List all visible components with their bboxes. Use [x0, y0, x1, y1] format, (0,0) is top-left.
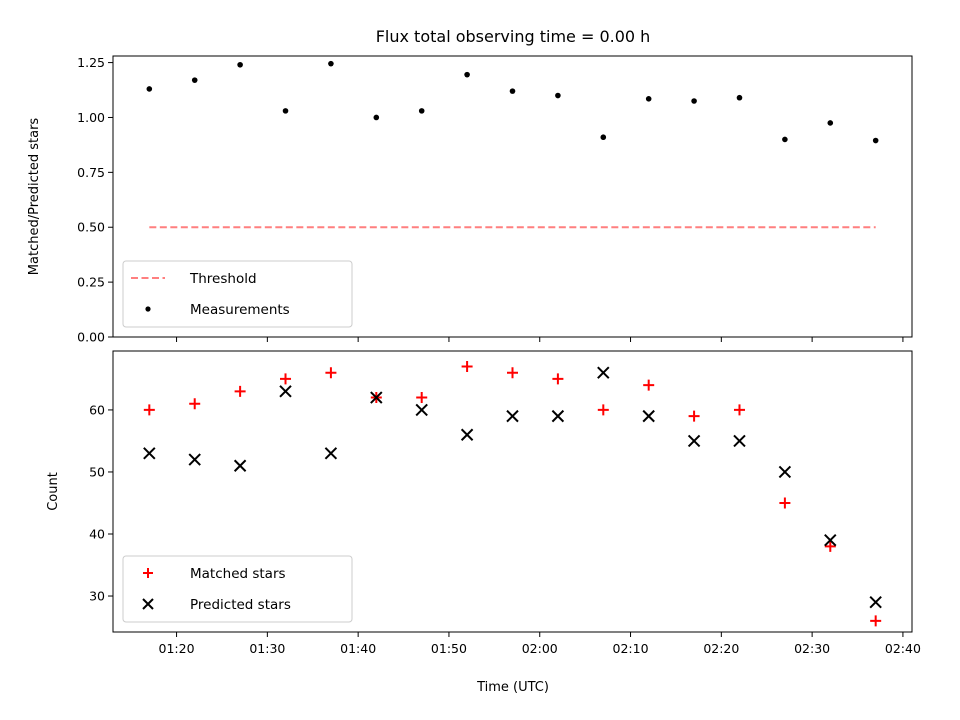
y-tick-label: 1.00 — [77, 110, 105, 125]
chart-title: Flux total observing time = 0.00 h — [376, 27, 651, 46]
measurement-point — [509, 88, 516, 94]
matched-star-point — [824, 540, 836, 552]
predicted-star-point — [778, 465, 792, 479]
matched-star-point — [688, 410, 700, 422]
legend-box — [122, 260, 353, 328]
series-matched-stars — [143, 361, 882, 627]
predicted-star-point — [460, 428, 474, 441]
y-tick-label: 50 — [89, 464, 105, 479]
legend-label: Measurements — [190, 302, 290, 318]
legend-label: Threshold — [189, 271, 257, 287]
x-tick-label: 01:20 — [159, 641, 195, 656]
y-tick-label: 40 — [89, 526, 105, 541]
y-tick-label: 30 — [89, 589, 105, 604]
measurement-point — [146, 86, 153, 92]
top-ratio-panel: 0.00 0.25 0.50 0.75 1.00 1.25 Matched/Predicte… — [27, 55, 913, 345]
predicted-star-point — [642, 409, 655, 423]
matched-star-point — [507, 367, 518, 379]
predicted-star-point — [143, 447, 156, 460]
x-tick-label: 02:00 — [522, 641, 558, 656]
measurement-point — [691, 98, 697, 104]
matched-star-point — [779, 497, 791, 509]
predicted-star-point — [188, 453, 201, 466]
predicted-star-point — [415, 403, 428, 417]
matched-star-point — [234, 385, 246, 397]
predicted-star-point — [733, 434, 746, 448]
y-axis-label: Count — [46, 472, 61, 511]
x-axis-label: Time (UTC) — [476, 680, 549, 695]
matched-star-point — [143, 404, 155, 416]
measurement-point — [872, 137, 879, 144]
measurement-point — [191, 77, 198, 83]
legend: Threshold Measurements — [122, 260, 353, 328]
bottom-count-panel: 30 40 50 60 01:20 01:30 01:40 01:50 02:00 02:10 02… — [46, 350, 921, 656]
matched-star-point — [733, 404, 745, 416]
matched-star-point — [643, 379, 655, 391]
predicted-star-point — [279, 385, 292, 398]
legend-label: Predicted stars — [190, 597, 291, 613]
y-tick-label: 0.75 — [77, 165, 105, 180]
x-tick-label: 02:20 — [703, 641, 739, 656]
measurement-point — [600, 134, 607, 141]
x-tick-label: 01:50 — [431, 641, 467, 656]
predicted-star-point — [869, 596, 882, 609]
measurement-point — [373, 114, 380, 121]
legend-box — [122, 555, 353, 623]
matched-star-point — [280, 373, 292, 385]
measurement-point — [418, 108, 425, 114]
predicted-star-point — [824, 533, 837, 547]
series-predicted-stars — [143, 366, 882, 609]
legend-measurement-swatch — [145, 306, 151, 312]
y-tick-label: 1.25 — [77, 55, 105, 70]
legend-predicted-swatch — [142, 598, 154, 610]
predicted-star-point — [506, 409, 519, 423]
measurement-point — [782, 136, 788, 143]
matched-star-point — [325, 367, 337, 379]
axes-frame — [112, 55, 913, 338]
measurement-point — [827, 120, 834, 126]
legend-matched-swatch — [143, 568, 153, 578]
predicted-star-point — [597, 366, 610, 379]
measurement-point — [736, 94, 743, 101]
legend: Matched stars Predicted stars — [122, 555, 353, 623]
measurement-point — [464, 71, 470, 78]
axes-frame — [112, 350, 913, 633]
series-measurements — [146, 60, 879, 144]
x-tick-label: 01:40 — [340, 641, 376, 656]
x-tick-label: 01:30 — [249, 641, 285, 656]
matched-star-point — [597, 404, 609, 416]
matched-star-point — [870, 615, 882, 627]
y-tick-label: 60 — [89, 402, 105, 417]
y-tick-label: 0.00 — [77, 330, 105, 345]
predicted-star-point — [370, 391, 383, 404]
legend-label: Matched stars — [190, 566, 286, 582]
x-tick-label: 02:10 — [613, 641, 649, 656]
measurement-point — [237, 61, 243, 68]
x-tick-label: 02:30 — [794, 641, 830, 656]
matched-star-point — [189, 398, 201, 410]
y-tick-label: 0.25 — [77, 275, 105, 290]
predicted-star-point — [324, 447, 338, 460]
matched-star-point — [416, 392, 428, 404]
measurement-point — [645, 96, 652, 102]
y-tick-label: 0.50 — [77, 220, 105, 235]
matched-star-point — [552, 373, 564, 385]
matched-star-point — [461, 361, 473, 373]
measurement-point — [282, 108, 289, 114]
measurement-point — [555, 92, 561, 99]
predicted-star-point — [233, 459, 247, 472]
predicted-star-point — [551, 409, 565, 423]
measurement-point — [328, 60, 334, 67]
x-tick-label: 02:40 — [885, 641, 921, 656]
y-axis-label: Matched/Predicted stars — [27, 118, 42, 276]
predicted-star-point — [687, 434, 701, 448]
